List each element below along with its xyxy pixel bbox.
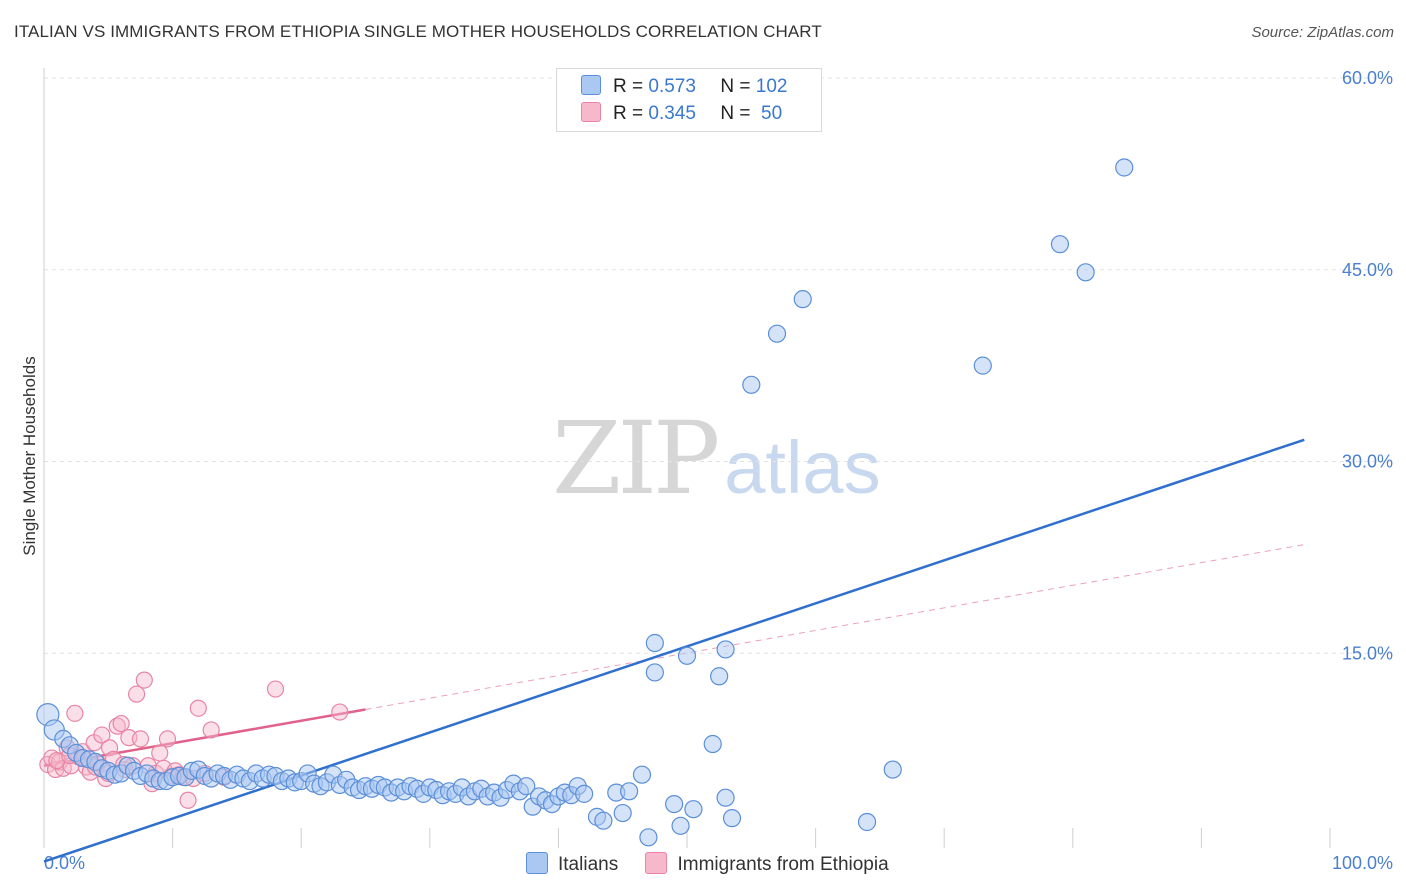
legend-label-ethiopia: Immigrants from Ethiopia (677, 854, 889, 875)
ethiopia-point (266, 680, 285, 698)
legend-swatch-ethiopia (581, 102, 601, 122)
legend-r-value-ethiopia: 0.345 (648, 103, 696, 124)
italians-point (716, 788, 735, 807)
italians-point (793, 290, 812, 309)
italians-point (710, 667, 729, 686)
ethiopia-point (189, 699, 207, 717)
ethiopia-point (158, 730, 177, 748)
italians-trend-line (43, 438, 1305, 863)
legend-item-ethiopia[interactable]: Immigrants from Ethiopia (645, 852, 889, 876)
legend-swatch-italians (526, 852, 548, 874)
italians-point (1050, 235, 1070, 254)
italians-point (632, 765, 652, 784)
watermark-zip: ZIP (552, 400, 720, 517)
italians-point (665, 794, 684, 814)
italians-point (716, 640, 735, 659)
italians-point (684, 800, 703, 819)
correlation-legend: R = 0.573 N = 102 R = 0.345 N = 50 (556, 68, 822, 132)
legend-n-label: N = (720, 103, 756, 124)
ethiopia-point (179, 791, 197, 809)
watermark-atlas: atlas (724, 426, 881, 509)
italians-point (613, 803, 632, 823)
ethiopia-point (131, 730, 150, 748)
legend-r-label: R = (613, 103, 649, 124)
legend-n-label: N = (720, 76, 756, 97)
italians-point (639, 828, 658, 847)
italians-point (722, 809, 742, 828)
italians-point (645, 663, 664, 682)
italians-points (36, 158, 1134, 847)
italians-point (620, 782, 639, 801)
tick-labels: 15.0%30.0%45.0%60.0%0.0% 100.0% (44, 68, 1393, 873)
legend-item-italians[interactable]: Italians (526, 852, 618, 876)
grid-lines (44, 77, 1394, 654)
ethiopia-point (66, 704, 84, 722)
italians-point (1076, 263, 1095, 282)
series-legend: Italians Immigrants from Ethiopia (526, 852, 911, 876)
watermark: ZIP atlas (552, 400, 881, 517)
y-tick-label: 60.0% (1342, 68, 1393, 88)
legend-r-label: R = (613, 76, 649, 97)
legend-n-value-ethiopia: 50 (755, 103, 783, 124)
ethiopia-point (135, 671, 153, 689)
ethiopia-point (202, 721, 220, 739)
italians-point (883, 760, 902, 779)
ethiopia-point (331, 703, 349, 721)
italians-point (767, 324, 787, 343)
italians-point (517, 777, 536, 796)
legend-swatch-italians (581, 75, 601, 95)
legend-r-value-italians: 0.573 (648, 76, 696, 97)
italians-point (742, 375, 761, 394)
italians-point (677, 646, 697, 665)
italians-point (575, 784, 594, 803)
ethiopia-point (48, 752, 66, 770)
italians-point (645, 633, 664, 653)
chart-title: ITALIAN VS IMMIGRANTS FROM ETHIOPIA SING… (14, 22, 822, 41)
legend-label-italians: Italians (558, 854, 619, 875)
source-label: Source: ZipAtlas.com (1251, 24, 1394, 41)
ethiopia-trend-extension (365, 544, 1305, 710)
italians-point (1115, 158, 1134, 177)
legend-row-ethiopia: R = 0.345 N = 50 (581, 102, 782, 126)
y-tick-label: 15.0% (1342, 643, 1393, 663)
y-tick-label: 30.0% (1342, 452, 1393, 472)
y-tick-label: 45.0% (1342, 260, 1393, 280)
italians-point (594, 811, 613, 830)
x-tick-label: 100.0% (1332, 853, 1393, 873)
legend-row-italians: R = 0.573 N = 102 (581, 75, 787, 99)
legend-n-value-italians: 102 (755, 76, 788, 97)
italians-point (857, 812, 877, 832)
ethiopia-point (112, 714, 130, 733)
ethiopia-point (127, 685, 146, 703)
italians-point (671, 816, 690, 835)
italians-point (973, 356, 992, 375)
ethiopia-point (93, 726, 111, 744)
legend-swatch-ethiopia (645, 852, 668, 874)
ethiopia-point (151, 744, 169, 762)
italians-point (703, 734, 722, 754)
